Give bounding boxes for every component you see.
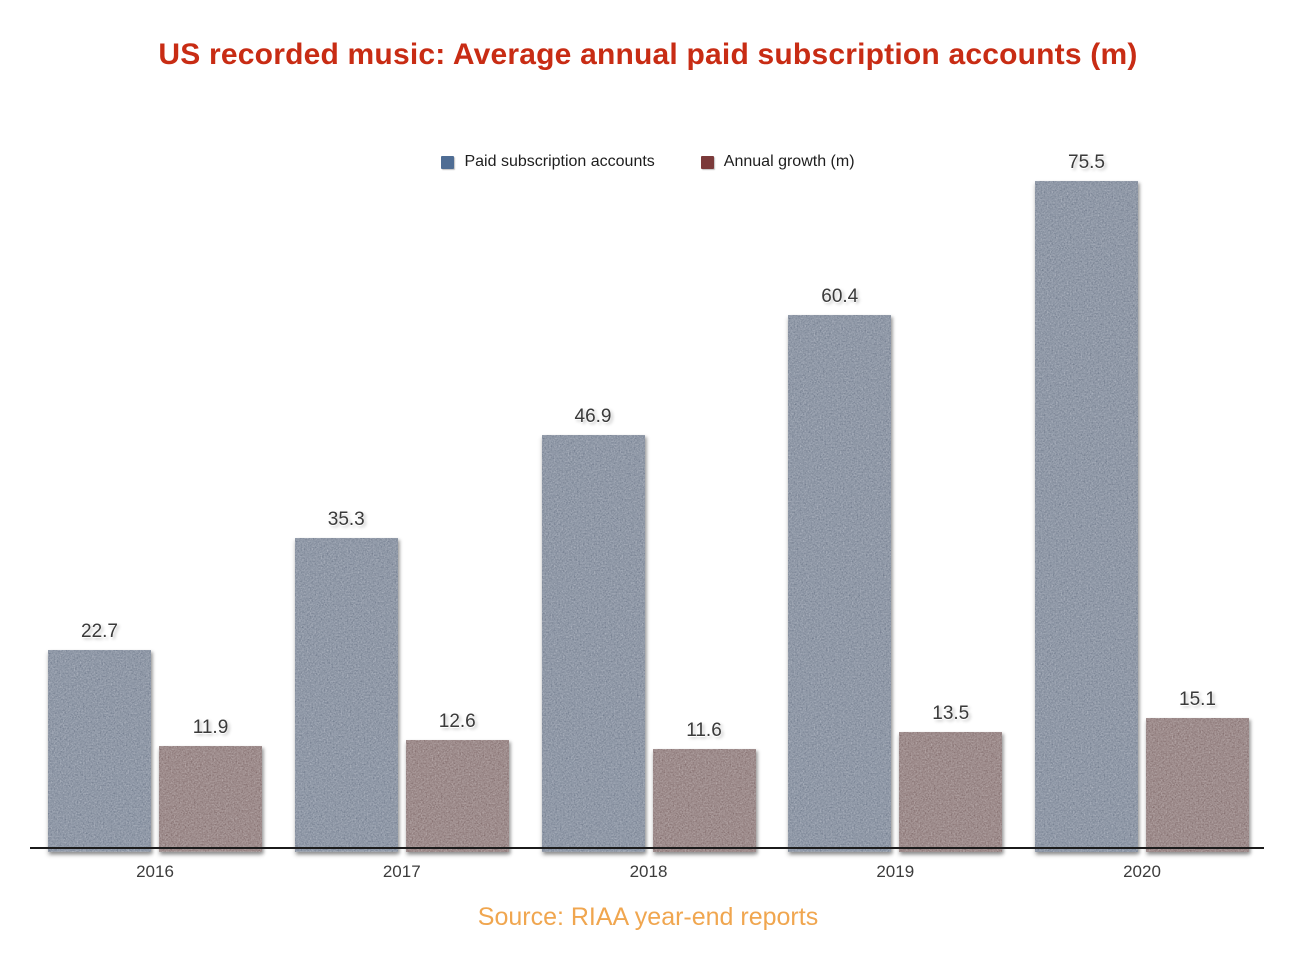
legend-item-paid-subscription-accounts: Paid subscription accounts bbox=[441, 153, 655, 171]
x-axis-label-2020: 2020 bbox=[1123, 862, 1161, 881]
bar-value-label-paid-subscription-accounts-2020: 75.5 bbox=[1068, 152, 1105, 173]
bar-paid-subscription-accounts-2020: 75.5 bbox=[1035, 152, 1138, 852]
bar-value-label-annual-growth-m-2018: 11.6 bbox=[686, 719, 722, 741]
legend-swatch-annual-growth bbox=[700, 155, 714, 169]
x-axis-label-2018: 2018 bbox=[629, 862, 668, 881]
bar-group-2017: 35.3 12.6 bbox=[294, 141, 509, 852]
bar-group-2019: 60.4 13.5 bbox=[788, 141, 1003, 852]
bar-annual-growth-m-2017: 12.6 bbox=[405, 711, 509, 852]
bar-texture bbox=[294, 538, 398, 852]
source-note: Source: RIAA year-end reports bbox=[477, 903, 819, 931]
bar-value-label-annual-growth-m-2017: 12.6 bbox=[438, 711, 476, 733]
bar-value-label-paid-subscription-accounts-2019: 60.4 bbox=[821, 286, 859, 308]
plot-area: 22.7 11.9 35.3 12.6 46.9 11.6 60.4 13.5 75.5 15.1 bbox=[48, 141, 1249, 852]
bar-texture bbox=[159, 746, 262, 852]
bar-texture bbox=[541, 435, 645, 852]
chart-title: US recorded music: Average annual paid s… bbox=[158, 38, 1138, 71]
bar-texture bbox=[1146, 717, 1249, 852]
legend-item-annual-growth: Annual growth (m) bbox=[700, 153, 855, 171]
bar-value-label-paid-subscription-accounts-2018: 46.9 bbox=[574, 406, 612, 428]
legend: Paid subscription accounts Annual growth… bbox=[0, 153, 1296, 171]
bar-texture bbox=[788, 315, 892, 852]
x-axis-label-2019: 2019 bbox=[876, 862, 915, 881]
bar-annual-growth-m-2016: 11.9 bbox=[159, 717, 262, 852]
legend-label-annual-growth: Annual growth (m) bbox=[723, 153, 855, 170]
bar-group-2020: 75.5 15.1 bbox=[1035, 141, 1249, 852]
bar-paid-subscription-accounts-2019: 60.4 bbox=[788, 286, 892, 852]
bar-value-label-annual-growth-m-2016: 11.9 bbox=[192, 717, 229, 739]
bar-paid-subscription-accounts-2018: 46.9 bbox=[541, 406, 645, 852]
bar-texture bbox=[48, 650, 151, 852]
bar-value-label-paid-subscription-accounts-2017: 35.3 bbox=[327, 509, 365, 531]
bar-texture bbox=[652, 748, 756, 852]
x-axis-line bbox=[30, 847, 1264, 849]
bar-value-label-annual-growth-m-2019: 13.5 bbox=[932, 703, 970, 725]
x-axis-labels: 2016 2017 2018 2019 2020 bbox=[48, 856, 1249, 882]
bar-texture bbox=[899, 732, 1003, 852]
bar-annual-growth-m-2020: 15.1 bbox=[1146, 689, 1249, 852]
x-axis-label-2017: 2017 bbox=[382, 862, 421, 881]
x-axis-label-2016: 2016 bbox=[136, 862, 174, 881]
bar-texture bbox=[1035, 181, 1138, 852]
legend-swatch-paid-subscription-accounts bbox=[441, 155, 455, 169]
legend-label-paid-subscription-accounts: Paid subscription accounts bbox=[464, 153, 655, 170]
bar-texture bbox=[405, 740, 509, 852]
bar-annual-growth-m-2018: 11.6 bbox=[652, 720, 756, 852]
bar-group-2018: 46.9 11.6 bbox=[541, 141, 756, 852]
bar-value-label-annual-growth-m-2020: 15.1 bbox=[1179, 688, 1216, 710]
bar-annual-growth-m-2019: 13.5 bbox=[899, 703, 1003, 852]
bar-group-2016: 22.7 11.9 bbox=[48, 141, 262, 852]
bar-paid-subscription-accounts-2016: 22.7 bbox=[48, 621, 151, 852]
bar-value-label-paid-subscription-accounts-2016: 22.7 bbox=[81, 621, 118, 643]
bar-paid-subscription-accounts-2017: 35.3 bbox=[294, 509, 398, 852]
